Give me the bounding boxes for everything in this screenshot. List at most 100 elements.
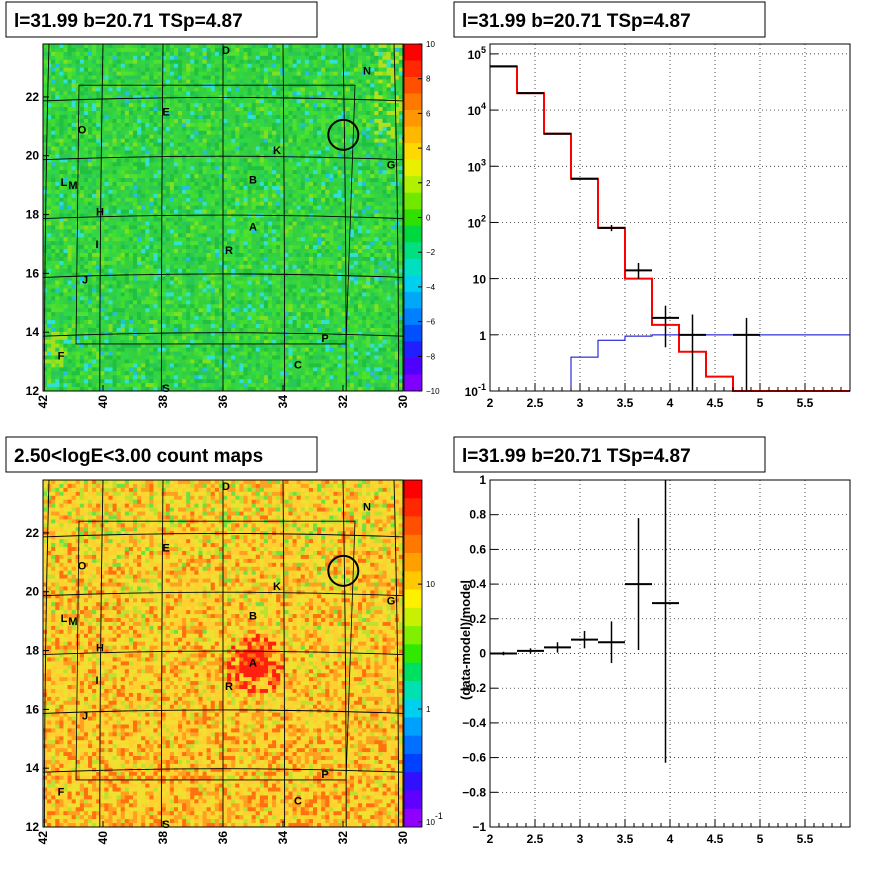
colorbar-tick-label: 10-1 xyxy=(426,811,443,827)
x-tick-label: 2 xyxy=(487,396,494,410)
source-label: M xyxy=(68,180,77,192)
source-label: A xyxy=(249,657,257,669)
x-tick-label: 40 xyxy=(96,395,110,409)
grid-meridian xyxy=(342,43,347,392)
y-tick-label: −1 xyxy=(472,820,486,834)
grid-meridian xyxy=(393,43,400,392)
y-tick-label: −0.4 xyxy=(462,716,486,730)
x-tick-label: 40 xyxy=(96,831,110,845)
y-tick-label: 0.4 xyxy=(469,577,486,591)
x-tick-label: 5.5 xyxy=(797,832,814,846)
y-tick-label: 0.8 xyxy=(469,508,486,522)
grid-parallel xyxy=(42,709,404,714)
y-tick-label: 0 xyxy=(479,647,486,661)
x-tick-label: 30 xyxy=(396,395,410,409)
grid-meridian xyxy=(342,479,347,828)
x-tick-label: 2.5 xyxy=(527,832,544,846)
title-top-left: l=31.99 b=20.71 TSp=4.87 xyxy=(14,11,243,32)
colorbar-cell xyxy=(404,176,422,194)
source-label: H xyxy=(96,207,104,219)
colorbar-cell xyxy=(404,110,422,127)
y-tick-label: 14 xyxy=(26,761,40,775)
source-label: F xyxy=(58,351,65,363)
grid-meridian xyxy=(99,479,104,828)
x-tick-label: 32 xyxy=(336,831,350,845)
x-tick-label: 3.5 xyxy=(617,832,634,846)
source-label: L xyxy=(61,613,68,625)
colorbar-cell xyxy=(404,308,422,326)
coordinate-grid xyxy=(42,479,404,828)
colorbar-cell xyxy=(404,662,422,682)
colorbar-cell xyxy=(404,192,422,210)
title-box-bottom-left: 2.50<logE<3.00 count maps xyxy=(5,436,318,473)
source-label: B xyxy=(249,174,257,186)
y-tick-label: 105 xyxy=(468,45,486,62)
colorbar-cell xyxy=(404,808,422,828)
y-tick-label: −0.6 xyxy=(462,751,486,765)
x-tick-label: 4.5 xyxy=(707,396,724,410)
source-label: R xyxy=(225,245,233,257)
colorbar-cell xyxy=(404,680,422,700)
colorbar-cell xyxy=(404,790,422,810)
colorbar-cell xyxy=(404,77,422,94)
grid-meridian xyxy=(393,479,400,828)
y-tick-label: 1 xyxy=(479,329,486,343)
y-tick-label: 22 xyxy=(26,90,40,104)
colorbar-cell xyxy=(404,159,422,177)
skymap-count-panel: DNEOQKGBLMHAIRJPFCS424038363432301214161… xyxy=(26,479,443,845)
x-tick-label: 36 xyxy=(216,395,230,409)
title-box-top-left: l=31.99 b=20.71 TSp=4.87 xyxy=(5,1,318,38)
colorbar-frame xyxy=(403,479,423,828)
source-label: J xyxy=(82,274,88,286)
colorbar-tick-label: −6 xyxy=(426,318,436,327)
x-tick-label: 36 xyxy=(216,831,230,845)
y-tick-label: 0.2 xyxy=(469,612,486,626)
x-tick-label: 34 xyxy=(276,395,290,409)
title-bottom-left: 2.50<logE<3.00 count maps xyxy=(14,446,263,467)
grid-parallel xyxy=(42,155,404,161)
source-label: K xyxy=(273,145,281,157)
colorbar-cell xyxy=(404,772,422,791)
y-tick-label: 16 xyxy=(26,702,40,716)
source-label: C xyxy=(294,360,302,372)
y-tick-label: −0.8 xyxy=(462,785,486,799)
colorbar-cell xyxy=(404,275,422,293)
source-label: I xyxy=(95,675,98,687)
source-label: P xyxy=(321,769,328,781)
roi-outline xyxy=(75,520,356,781)
colorbar-cell xyxy=(404,589,422,609)
x-tick-label: 5 xyxy=(757,396,764,410)
x-tick-label: 42 xyxy=(36,831,50,845)
y-tick-label: 12 xyxy=(26,820,40,834)
colorbar-cell xyxy=(404,357,422,375)
y-tick-label: 0.6 xyxy=(469,542,486,556)
colorbar-cell xyxy=(404,534,422,554)
colorbar-cell xyxy=(404,753,422,773)
y-tick-label: 12 xyxy=(26,384,40,398)
source-label: N xyxy=(363,65,371,77)
title-box-top-right: l=31.99 b=20.71 TSp=4.87 xyxy=(453,1,766,38)
y-axis-label: (data-model)/model xyxy=(458,580,473,700)
colorbar-tick-label: 8 xyxy=(426,75,431,84)
source-label: K xyxy=(273,581,281,593)
colorbar-cell xyxy=(404,209,422,227)
source-label: D xyxy=(222,481,230,493)
source-label: G xyxy=(387,596,396,608)
y-tick-label: 10 xyxy=(473,273,487,287)
source-label: O xyxy=(78,124,87,136)
colorbar-cell xyxy=(404,44,422,61)
y-tick-label: 20 xyxy=(26,149,40,163)
x-tick-label: 2 xyxy=(487,832,494,846)
colorbar-cell xyxy=(404,242,422,260)
x-tick-label: 5.5 xyxy=(797,396,814,410)
source-label: N xyxy=(363,501,371,513)
source-label: E xyxy=(162,543,169,555)
source-label: H xyxy=(96,643,104,655)
source-label: G xyxy=(387,160,396,172)
x-tick-label: 38 xyxy=(156,395,170,409)
source-label: S xyxy=(162,819,169,831)
colorbar-cell xyxy=(404,126,422,144)
colorbar-tick-label: −4 xyxy=(426,283,436,292)
colorbar-tick-label: −2 xyxy=(426,248,436,257)
x-tick-label: 38 xyxy=(156,831,170,845)
